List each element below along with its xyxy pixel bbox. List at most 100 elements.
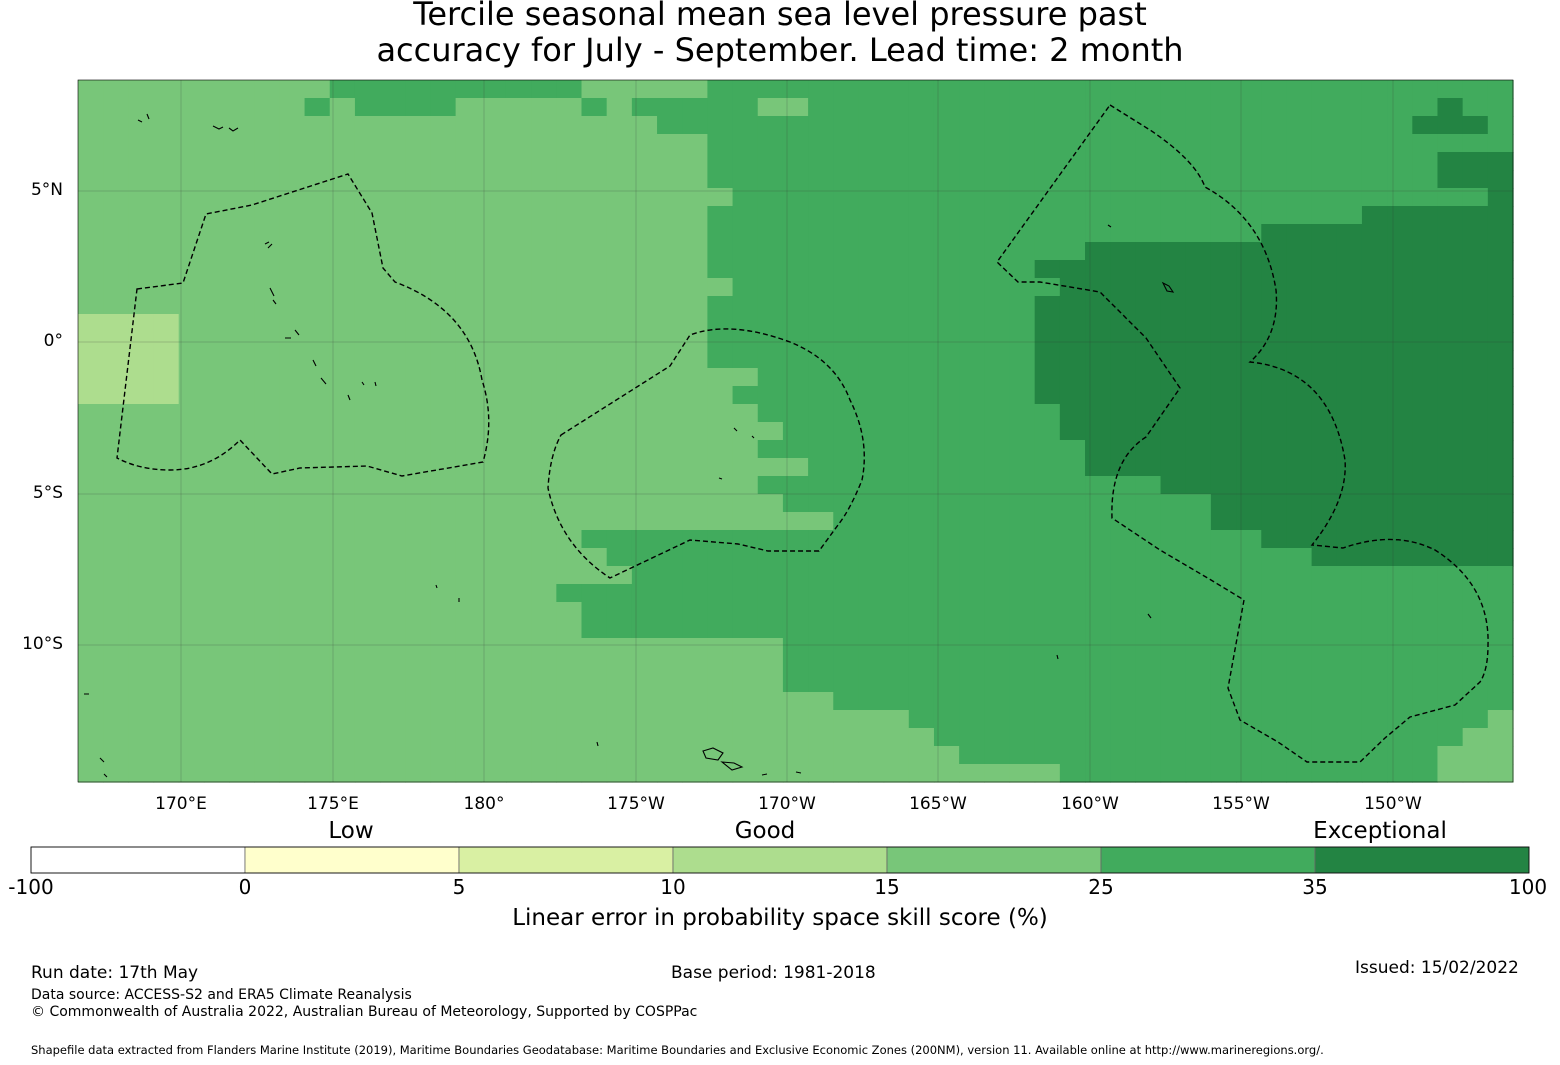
skill-grid-cell bbox=[858, 692, 885, 711]
skill-grid-cell bbox=[254, 620, 281, 639]
skill-grid-cell bbox=[782, 656, 809, 675]
skill-grid-cell bbox=[682, 152, 708, 171]
skill-grid-cell bbox=[1412, 296, 1439, 315]
skill-grid-cell bbox=[254, 674, 281, 693]
lon-label-170e: 170°E bbox=[155, 794, 207, 814]
skill-grid-cell bbox=[1034, 278, 1061, 297]
skill-grid-cell bbox=[858, 98, 885, 117]
skill-grid-cell bbox=[1311, 152, 1338, 171]
skill-grid-cell bbox=[128, 314, 155, 333]
skill-grid-cell bbox=[1059, 314, 1086, 333]
skill-grid-cell bbox=[1160, 440, 1187, 459]
skill-grid-cell bbox=[1034, 584, 1061, 603]
skill-grid-cell bbox=[1110, 638, 1136, 657]
skill-grid-cell bbox=[1135, 512, 1162, 531]
skill-grid-cell bbox=[354, 386, 381, 405]
skill-grid-cell bbox=[1185, 404, 1212, 423]
skill-grid-cell bbox=[1135, 602, 1162, 621]
skill-grid-cell bbox=[883, 152, 910, 171]
skill-grid-cell bbox=[883, 602, 910, 621]
skill-grid-cell bbox=[153, 224, 180, 243]
skill-grid-cell bbox=[606, 242, 633, 261]
skill-grid-cell bbox=[229, 116, 255, 135]
skill-grid-cell bbox=[1085, 746, 1111, 765]
skill-grid-cell bbox=[631, 458, 658, 477]
skill-grid-cell bbox=[883, 314, 910, 333]
skill-grid-cell bbox=[1261, 404, 1288, 423]
skill-grid-cell bbox=[833, 314, 860, 333]
skill-grid-cell bbox=[354, 134, 381, 153]
map-title-line-2: accuracy for July - September. Lead time… bbox=[376, 31, 1184, 69]
skill-grid-cell bbox=[556, 602, 583, 621]
skill-grid-cell bbox=[153, 710, 180, 729]
skill-grid-cell bbox=[405, 656, 432, 675]
skill-grid-cell bbox=[908, 710, 935, 729]
skill-grid-cell bbox=[1059, 242, 1086, 261]
skill-grid-cell bbox=[833, 152, 860, 171]
skill-grid-cell bbox=[505, 476, 532, 495]
skill-grid-cell bbox=[1185, 602, 1212, 621]
skill-grid-cell bbox=[229, 530, 255, 549]
skill-grid-cell bbox=[959, 602, 985, 621]
skill-grid-cell bbox=[103, 188, 129, 207]
skill-grid-cell bbox=[128, 368, 155, 387]
skill-grid-cell bbox=[480, 368, 507, 387]
skill-grid-cell bbox=[178, 152, 205, 171]
skill-grid-cell bbox=[1110, 656, 1136, 675]
skill-grid-cell bbox=[1085, 494, 1111, 513]
skill-grid-cell bbox=[1286, 368, 1313, 387]
island-small-1 bbox=[1107, 224, 1152, 619]
skill-grid-cell bbox=[405, 530, 432, 549]
skill-grid-cell bbox=[229, 188, 255, 207]
skill-grid-cell bbox=[505, 188, 532, 207]
skill-grid-cell bbox=[908, 134, 935, 153]
skill-grid-cell bbox=[254, 638, 281, 657]
skill-grid-cell bbox=[782, 620, 809, 639]
skill-grid-cell bbox=[1437, 692, 1464, 711]
skill-grid-cell bbox=[707, 296, 734, 315]
skill-grid-cell bbox=[304, 638, 331, 657]
skill-grid-cell bbox=[455, 206, 482, 225]
skill-grid-cell bbox=[1437, 620, 1464, 639]
skill-grid-cell bbox=[203, 278, 230, 297]
skill-grid-cell bbox=[682, 314, 708, 333]
skill-grid-cell bbox=[732, 476, 759, 495]
skill-grid-cell bbox=[1261, 710, 1288, 729]
skill-grid-cell bbox=[455, 278, 482, 297]
skill-grid-cell bbox=[1185, 368, 1212, 387]
skill-grid-cell bbox=[229, 692, 255, 711]
skill-grid-cell bbox=[1387, 386, 1413, 405]
lon-label-160w: 160°W bbox=[1061, 794, 1119, 814]
skill-grid-cell bbox=[1110, 188, 1136, 207]
skill-grid-cell bbox=[178, 566, 205, 585]
skill-grid-cell bbox=[984, 188, 1011, 207]
skill-grid-cell bbox=[833, 224, 860, 243]
skill-grid-cell bbox=[732, 566, 759, 585]
skill-grid-cell bbox=[480, 314, 507, 333]
skill-grid-cell bbox=[405, 584, 432, 603]
skill-grid-cell bbox=[707, 224, 734, 243]
skill-grid-cell bbox=[203, 188, 230, 207]
skill-grid-cell bbox=[984, 296, 1011, 315]
skill-grid-cell bbox=[732, 98, 759, 117]
skill-grid-cell bbox=[1261, 638, 1288, 657]
skill-grid-cell bbox=[128, 620, 155, 639]
skill-grid-cell bbox=[1336, 170, 1363, 189]
skill-grid-cell bbox=[631, 404, 658, 423]
skill-grid-cell bbox=[1110, 692, 1136, 711]
skill-grid-cell bbox=[254, 764, 281, 783]
skill-grid-cell bbox=[279, 530, 306, 549]
skill-grid-cell bbox=[631, 530, 658, 549]
skill-grid-cell bbox=[1286, 278, 1313, 297]
skill-grid-cell bbox=[581, 746, 608, 765]
skill-grid-cell bbox=[782, 422, 809, 441]
skill-grid-cell bbox=[1210, 134, 1237, 153]
skill-grid-cell bbox=[1462, 206, 1489, 225]
skill-grid-cell bbox=[103, 494, 129, 513]
skill-grid-cell bbox=[103, 242, 129, 261]
skill-grid-cell bbox=[304, 260, 331, 279]
skill-grid-cell bbox=[1361, 728, 1388, 747]
skill-grid-cell bbox=[1487, 404, 1514, 423]
skill-grid-cell bbox=[606, 296, 633, 315]
skill-grid-cell bbox=[883, 728, 910, 747]
